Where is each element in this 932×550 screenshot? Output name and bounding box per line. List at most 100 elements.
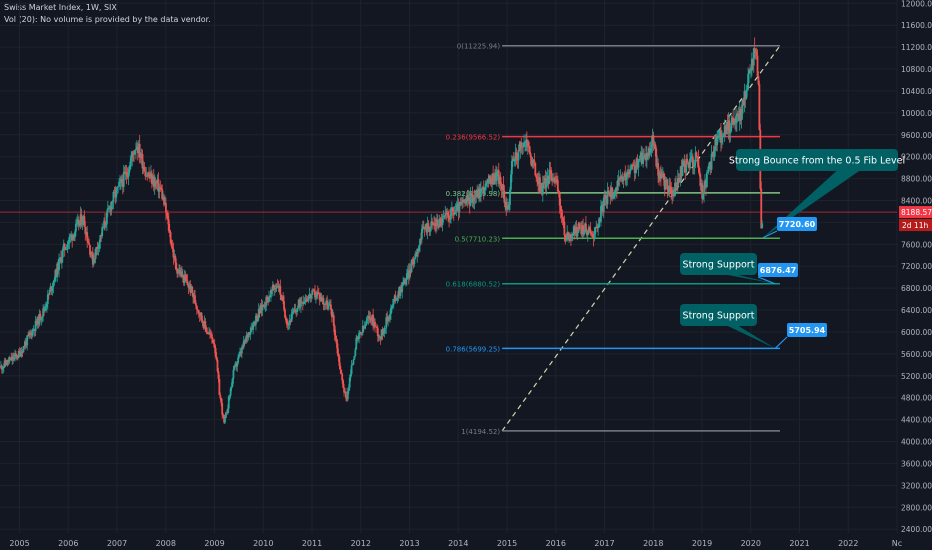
candle-body [89, 245, 91, 255]
candle-body [441, 217, 444, 226]
candle-body [668, 185, 671, 194]
candle-body [14, 353, 16, 357]
candle-body [417, 248, 420, 251]
candle-body [308, 293, 311, 297]
x-tick-label: 2008 [156, 539, 176, 548]
candle-body [645, 153, 648, 161]
candle-body [44, 307, 46, 311]
candle-body [383, 328, 386, 333]
candle-body [242, 340, 245, 348]
candle-body [480, 188, 483, 190]
candle-body [46, 294, 49, 305]
candle-body [241, 347, 244, 348]
candle-body [45, 304, 48, 308]
candle-body [199, 312, 202, 317]
candle-body [696, 156, 699, 159]
candle-body [660, 175, 663, 178]
candle-body [57, 263, 60, 271]
candle-body [168, 230, 171, 233]
candle-body [481, 187, 484, 189]
candle-body [633, 165, 636, 173]
candle-body [567, 232, 570, 239]
candle-body [706, 171, 709, 173]
candle-body [547, 175, 550, 184]
candle-body [660, 172, 662, 178]
candle-body [630, 168, 632, 171]
candle-body [667, 189, 670, 194]
candle-body [211, 338, 214, 343]
candle-body [315, 295, 317, 298]
candle-body [424, 224, 427, 230]
candle-body [337, 353, 340, 357]
candle-body [550, 170, 553, 181]
y-tick-label: 5200.00 [901, 372, 932, 381]
candle-body [495, 171, 498, 181]
candle-body [59, 257, 61, 259]
candle-body [434, 223, 436, 226]
candle-body [71, 235, 74, 241]
candle-body [364, 324, 367, 326]
candle-body [151, 176, 154, 184]
candle-body [597, 227, 600, 229]
candle-body [105, 224, 107, 226]
candle-body [448, 215, 450, 220]
candle-body [556, 180, 559, 192]
candle-body [226, 408, 229, 413]
callout-box [680, 253, 757, 275]
candle-body [147, 173, 150, 177]
candle-body [169, 232, 172, 244]
y-tick-label: 6000.00 [901, 328, 932, 337]
candle-body [447, 211, 450, 216]
candle-body [174, 256, 177, 263]
candle-body [513, 160, 516, 162]
candle-body [217, 371, 220, 379]
candle-body [686, 158, 689, 163]
candle-body [525, 140, 528, 147]
candle-body [422, 226, 425, 228]
candle-body [81, 221, 84, 225]
candle-body [744, 91, 747, 100]
candle-body [548, 169, 551, 184]
candle-body [21, 351, 24, 353]
candle-body [664, 181, 667, 190]
candle-body [545, 179, 548, 189]
candle-body [709, 162, 712, 170]
candle-body [522, 146, 525, 148]
candle-body [84, 227, 87, 235]
candle-body [738, 109, 741, 122]
candle-body [741, 100, 744, 114]
candle-body [268, 296, 270, 302]
candle-body [230, 386, 233, 389]
candle-body [528, 146, 531, 154]
candle-body [636, 158, 639, 168]
candle-body [450, 207, 453, 209]
candle-body [584, 223, 586, 232]
x-tick-label: 2022 [838, 539, 858, 548]
candle-body [195, 305, 198, 310]
candle-body [708, 162, 711, 166]
candle-body [637, 160, 640, 168]
candle-body [614, 190, 616, 193]
candle-body [391, 304, 394, 306]
candle-body [198, 313, 201, 317]
candle-body [542, 182, 545, 184]
candle-body [131, 152, 134, 159]
candle-body [9, 357, 12, 360]
candle-body [292, 311, 295, 313]
candle-body [39, 313, 42, 320]
candle-body [224, 417, 226, 423]
candle-body [38, 313, 41, 325]
candle-body [114, 192, 117, 198]
candle-body [657, 163, 660, 176]
candle-body [262, 305, 265, 306]
candle-body [715, 138, 718, 146]
price-tag-text: 5705.94 [789, 326, 826, 335]
candle-body [375, 326, 378, 329]
candle-body [375, 326, 377, 328]
candle-body [253, 322, 255, 323]
last-price-badge [899, 206, 932, 219]
candle-body [516, 159, 519, 161]
candle-body [223, 414, 225, 423]
candle-body [179, 270, 181, 276]
